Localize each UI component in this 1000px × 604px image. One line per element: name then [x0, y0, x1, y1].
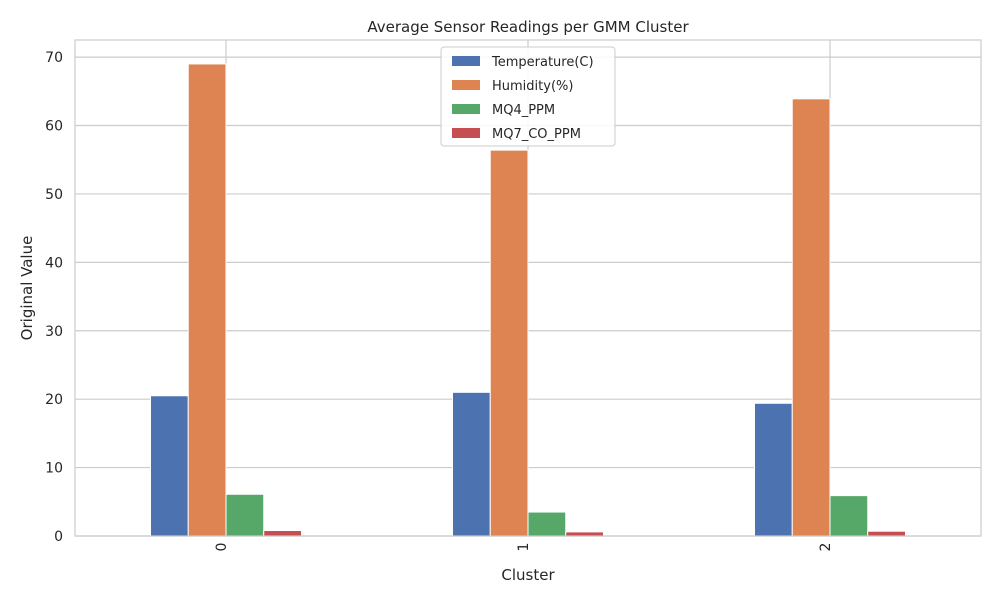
y-tick-label: 70 [45, 50, 63, 66]
bar-mq4-ppm-cluster-0 [225, 493, 265, 537]
bar-mq7-co-ppm-cluster-1 [565, 531, 604, 537]
x-axis-label: Cluster [501, 566, 555, 584]
legend-label: MQ7_CO_PPM [492, 127, 581, 142]
x-tick-label: 0 [214, 543, 230, 552]
bars [150, 63, 906, 537]
legend-box [440, 46, 616, 147]
y-axis-label: Original Value [18, 236, 36, 341]
legend-swatch [452, 104, 480, 114]
y-tick-label: 60 [45, 119, 63, 135]
legend-swatch [452, 80, 480, 90]
bar-mq4-ppm-cluster-1 [527, 511, 567, 537]
plot-frame [74, 39, 982, 537]
y-tick-label: 50 [45, 187, 63, 203]
x-tick-labels: 0 1 2 [214, 543, 834, 552]
legend: Temperature(C) Humidity(%) MQ4_PPM MQ7_CO_P… [440, 46, 616, 147]
bar-humidity-cluster-2 [791, 98, 831, 537]
chart-title: Average Sensor Readings per GMM Cluster [367, 18, 689, 36]
bar-mq7-co-ppm-cluster-0 [263, 530, 302, 537]
bar-temperature-c-cluster-2 [754, 402, 793, 537]
y-tick-labels: 0 10 20 30 40 50 60 70 [45, 50, 63, 545]
legend-label: MQ4_PPM [492, 103, 555, 118]
legend-swatch [452, 56, 480, 66]
x-tick-label: 2 [818, 543, 834, 552]
bar-mq4-ppm-cluster-2 [829, 495, 869, 537]
bar-temperature-c-cluster-0 [150, 395, 189, 537]
bar-humidity-cluster-0 [187, 63, 227, 537]
legend-swatch [452, 128, 480, 138]
y-tick-label: 20 [45, 392, 63, 408]
bar-mq7-co-ppm-cluster-2 [867, 530, 906, 537]
y-tick-label: 10 [45, 461, 63, 477]
bar-temperature-c-cluster-1 [452, 391, 491, 537]
legend-label: Temperature(C) [491, 55, 594, 70]
bar-humidity-cluster-1 [489, 149, 529, 537]
y-tick-label: 0 [54, 529, 63, 545]
y-tick-label: 40 [45, 255, 63, 271]
x-tick-label: 1 [516, 543, 532, 552]
y-tick-label: 30 [45, 324, 63, 340]
legend-label: Humidity(%) [492, 79, 573, 94]
